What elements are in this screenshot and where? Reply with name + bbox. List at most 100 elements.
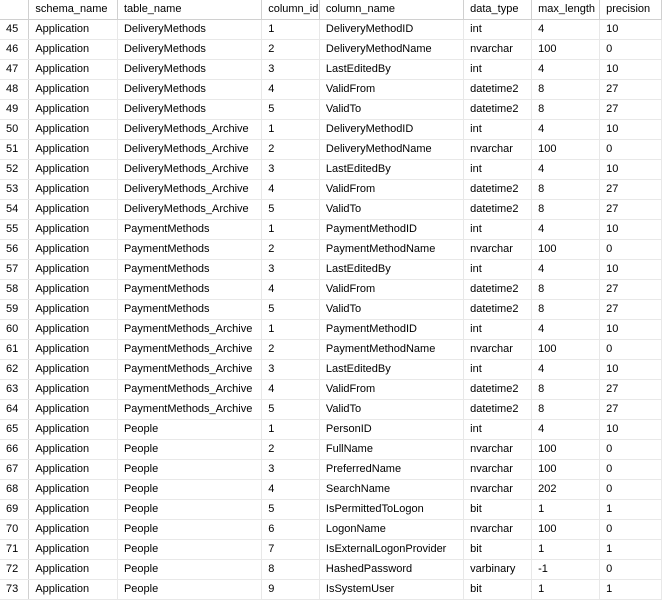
cell-schema-name[interactable]: Application [29,240,118,260]
cell-data-type[interactable]: bit [464,540,532,560]
cell-table-name[interactable]: People [117,480,261,500]
table-row[interactable]: 59ApplicationPaymentMethods5ValidTodatet… [0,300,662,320]
cell-precision[interactable]: 10 [600,320,662,340]
cell-column-id[interactable]: 3 [262,460,320,480]
cell-column-name[interactable]: PaymentMethodName [319,240,463,260]
cell-column-id[interactable]: 1 [262,220,320,240]
cell-precision[interactable]: 27 [600,280,662,300]
cell-schema-name[interactable]: Application [29,260,118,280]
cell-precision[interactable]: 0 [600,340,662,360]
cell-precision[interactable]: 0 [600,460,662,480]
cell-schema-name[interactable]: Application [29,100,118,120]
cell-column-id[interactable]: 2 [262,40,320,60]
cell-data-type[interactable]: datetime2 [464,80,532,100]
cell-column-id[interactable]: 3 [262,360,320,380]
cell-precision[interactable]: 0 [600,240,662,260]
cell-precision[interactable]: 27 [600,200,662,220]
cell-column-id[interactable]: 8 [262,560,320,580]
cell-max-length[interactable]: 4 [532,60,600,80]
table-row[interactable]: 50ApplicationDeliveryMethods_Archive1Del… [0,120,662,140]
cell-column-id[interactable]: 1 [262,20,320,40]
cell-schema-name[interactable]: Application [29,20,118,40]
cell-max-length[interactable]: 1 [532,580,600,600]
cell-column-name[interactable]: DeliveryMethodName [319,140,463,160]
cell-schema-name[interactable]: Application [29,380,118,400]
cell-column-id[interactable]: 1 [262,320,320,340]
cell-schema-name[interactable]: Application [29,160,118,180]
table-row[interactable]: 73ApplicationPeople9IsSystemUserbit11 [0,580,662,600]
cell-schema-name[interactable]: Application [29,80,118,100]
cell-column-name[interactable]: LogonName [319,520,463,540]
cell-data-type[interactable]: nvarchar [464,40,532,60]
header-data-type[interactable]: data_type [464,0,532,20]
cell-max-length[interactable]: 8 [532,280,600,300]
cell-table-name[interactable]: PaymentMethods_Archive [117,360,261,380]
cell-column-name[interactable]: DeliveryMethodName [319,40,463,60]
cell-column-name[interactable]: ValidFrom [319,80,463,100]
row-number[interactable]: 51 [0,140,29,160]
cell-data-type[interactable]: nvarchar [464,460,532,480]
cell-max-length[interactable]: 100 [532,240,600,260]
row-number[interactable]: 72 [0,560,29,580]
cell-schema-name[interactable]: Application [29,220,118,240]
cell-table-name[interactable]: People [117,460,261,480]
row-number[interactable]: 47 [0,60,29,80]
table-row[interactable]: 48ApplicationDeliveryMethods4ValidFromda… [0,80,662,100]
table-row[interactable]: 67ApplicationPeople3PreferredNamenvarcha… [0,460,662,480]
cell-max-length[interactable]: 100 [532,520,600,540]
table-row[interactable]: 61ApplicationPaymentMethods_Archive2Paym… [0,340,662,360]
cell-precision[interactable]: 0 [600,40,662,60]
table-row[interactable]: 71ApplicationPeople7IsExternalLogonProvi… [0,540,662,560]
row-number[interactable]: 46 [0,40,29,60]
cell-precision[interactable]: 1 [600,500,662,520]
cell-schema-name[interactable]: Application [29,360,118,380]
table-row[interactable]: 46ApplicationDeliveryMethods2DeliveryMet… [0,40,662,60]
cell-table-name[interactable]: PaymentMethods [117,220,261,240]
cell-schema-name[interactable]: Application [29,60,118,80]
cell-column-id[interactable]: 4 [262,480,320,500]
table-row[interactable]: 57ApplicationPaymentMethods3LastEditedBy… [0,260,662,280]
cell-precision[interactable]: 0 [600,480,662,500]
cell-table-name[interactable]: People [117,580,261,600]
cell-data-type[interactable]: nvarchar [464,140,532,160]
cell-column-name[interactable]: ValidTo [319,100,463,120]
table-row[interactable]: 51ApplicationDeliveryMethods_Archive2Del… [0,140,662,160]
cell-precision[interactable]: 10 [600,120,662,140]
cell-data-type[interactable]: nvarchar [464,480,532,500]
header-table-name[interactable]: table_name [117,0,261,20]
cell-precision[interactable]: 0 [600,560,662,580]
table-row[interactable]: 60ApplicationPaymentMethods_Archive1Paym… [0,320,662,340]
row-number[interactable]: 55 [0,220,29,240]
row-number[interactable]: 48 [0,80,29,100]
cell-precision[interactable]: 27 [600,80,662,100]
cell-max-length[interactable]: 4 [532,320,600,340]
cell-data-type[interactable]: datetime2 [464,300,532,320]
cell-max-length[interactable]: 4 [532,420,600,440]
table-row[interactable]: 72ApplicationPeople8HashedPasswordvarbin… [0,560,662,580]
row-number[interactable]: 54 [0,200,29,220]
row-number[interactable]: 70 [0,520,29,540]
cell-column-id[interactable]: 2 [262,240,320,260]
cell-column-name[interactable]: ValidFrom [319,280,463,300]
table-row[interactable]: 66ApplicationPeople2FullNamenvarchar1000 [0,440,662,460]
cell-data-type[interactable]: datetime2 [464,200,532,220]
cell-data-type[interactable]: datetime2 [464,100,532,120]
table-row[interactable]: 63ApplicationPaymentMethods_Archive4Vali… [0,380,662,400]
cell-column-id[interactable]: 3 [262,260,320,280]
header-schema-name[interactable]: schema_name [29,0,118,20]
cell-max-length[interactable]: 100 [532,460,600,480]
cell-data-type[interactable]: bit [464,500,532,520]
cell-column-id[interactable]: 5 [262,300,320,320]
cell-max-length[interactable]: 8 [532,200,600,220]
table-row[interactable]: 55ApplicationPaymentMethods1PaymentMetho… [0,220,662,240]
header-precision[interactable]: precision [600,0,662,20]
cell-precision[interactable]: 10 [600,360,662,380]
table-row[interactable]: 54ApplicationDeliveryMethods_Archive5Val… [0,200,662,220]
cell-schema-name[interactable]: Application [29,180,118,200]
cell-column-id[interactable]: 1 [262,420,320,440]
cell-max-length[interactable]: 8 [532,400,600,420]
cell-data-type[interactable]: bit [464,580,532,600]
header-max-length[interactable]: max_length [532,0,600,20]
cell-schema-name[interactable]: Application [29,560,118,580]
cell-schema-name[interactable]: Application [29,460,118,480]
